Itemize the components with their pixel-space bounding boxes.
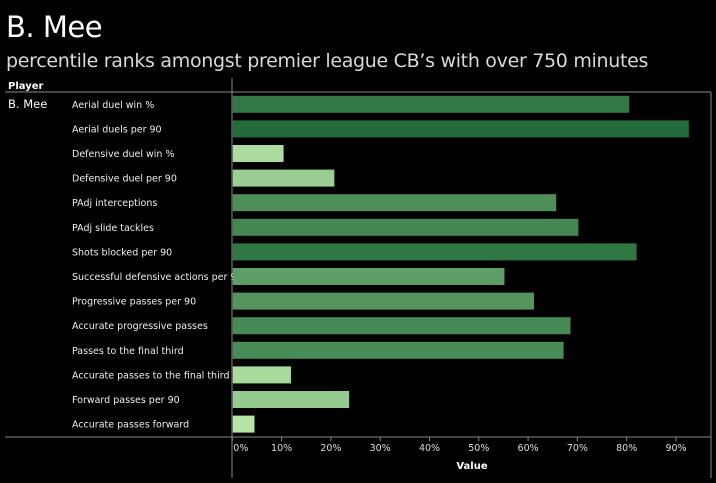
- category-label: Aerial duels per 90: [72, 124, 162, 135]
- bar[interactable]: [232, 292, 535, 310]
- bar[interactable]: [232, 268, 505, 285]
- chart-subtitle: percentile ranks amongst premier league …: [6, 50, 649, 72]
- category-label: Forward passes per 90: [72, 395, 180, 406]
- x-tick-label: 20%: [320, 443, 341, 454]
- x-tick-label: 60%: [518, 443, 539, 454]
- bar[interactable]: [232, 169, 335, 187]
- category-label: PAdj interceptions: [72, 198, 157, 209]
- x-tick-label: 50%: [468, 443, 489, 454]
- category-label: Progressive passes per 90: [72, 297, 196, 308]
- category-label: Aerial duel win %: [72, 100, 154, 111]
- x-tick-label: 90%: [665, 443, 686, 454]
- row-header: Player: [8, 81, 43, 92]
- category-label: Accurate passes forward: [72, 420, 189, 431]
- bar[interactable]: [232, 194, 557, 212]
- category-label: Passes to the final third: [72, 346, 184, 357]
- bar[interactable]: [232, 243, 637, 261]
- category-label: PAdj slide tackles: [72, 223, 154, 234]
- x-tick-label: 0%: [233, 443, 248, 454]
- x-tick-label: 10%: [271, 443, 292, 454]
- player-name: B. Mee: [8, 97, 47, 111]
- bar[interactable]: [232, 391, 350, 408]
- category-label: Defensive duel per 90: [72, 174, 177, 185]
- chart-title: B. Mee: [6, 10, 103, 44]
- x-axis-label: Value: [456, 461, 487, 472]
- x-tick-label: 70%: [567, 443, 588, 454]
- bar[interactable]: [232, 366, 291, 384]
- x-tick-label: 80%: [616, 443, 637, 454]
- bar[interactable]: [232, 145, 284, 162]
- category-label: Defensive duel win %: [72, 149, 174, 160]
- bar[interactable]: [232, 95, 630, 113]
- bar[interactable]: [232, 341, 564, 359]
- x-tick-label: 40%: [419, 443, 440, 454]
- bar[interactable]: [232, 415, 255, 433]
- x-tick-label: 30%: [370, 443, 391, 454]
- bar[interactable]: [232, 218, 579, 236]
- category-label: Accurate passes to the final third: [72, 370, 230, 381]
- category-label: Shots blocked per 90: [72, 247, 172, 258]
- category-label: Accurate progressive passes: [72, 321, 208, 332]
- bar[interactable]: [232, 120, 689, 138]
- category-label: Successful defensive actions per 90: [72, 272, 243, 283]
- bar[interactable]: [232, 317, 571, 335]
